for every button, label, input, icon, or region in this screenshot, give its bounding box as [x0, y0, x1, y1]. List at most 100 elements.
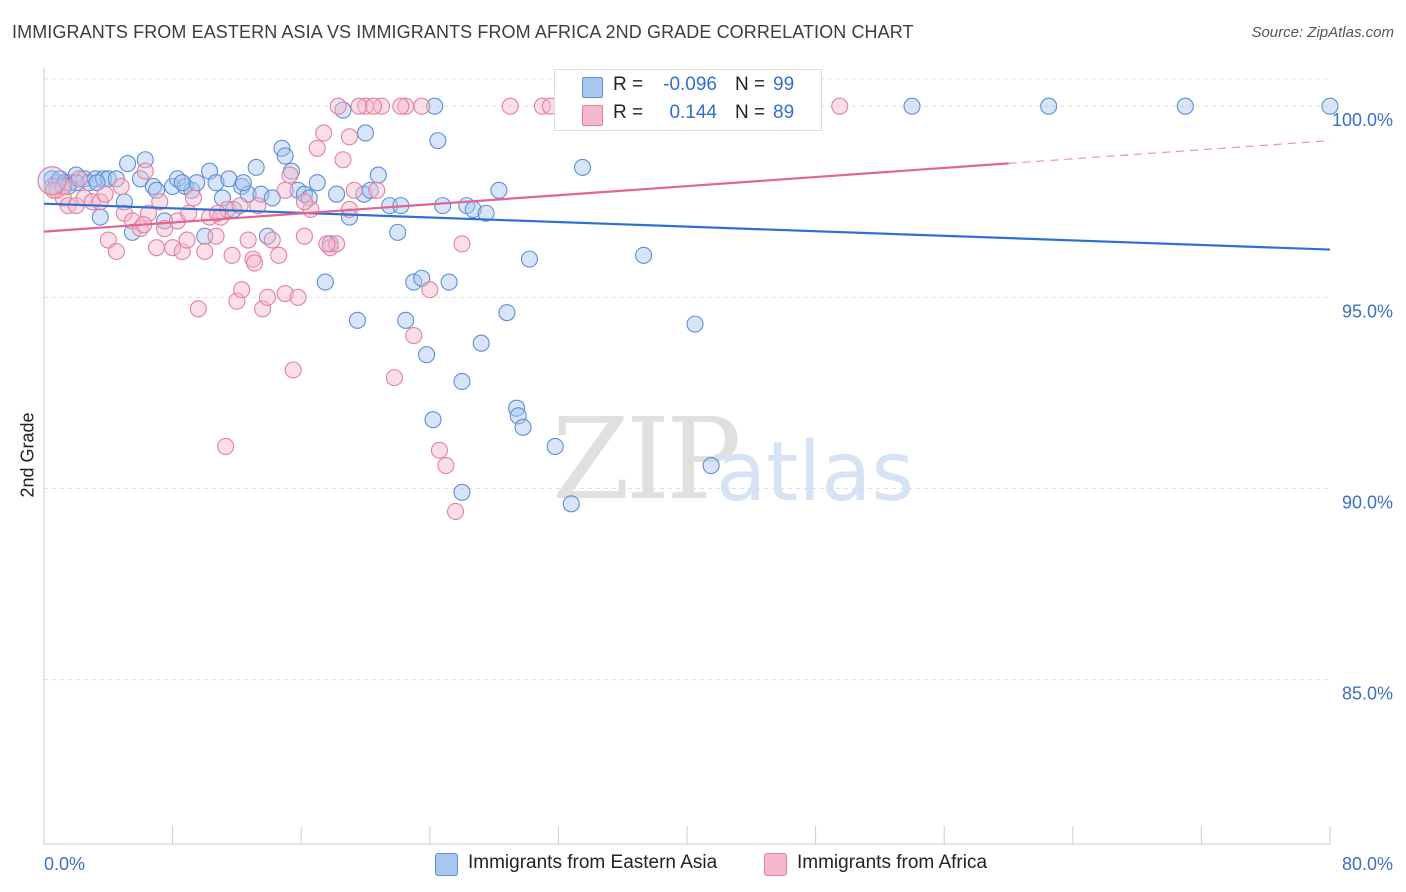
data-point: [207, 174, 225, 192]
y-tick-label: 85.0%: [1342, 684, 1393, 704]
chart-title: IMMIGRANTS FROM EASTERN ASIA VS IMMIGRAN…: [12, 22, 914, 42]
legend-swatch-pink: [764, 853, 787, 876]
data-points: [37, 97, 1339, 520]
data-point: [207, 227, 225, 245]
axes: [43, 68, 1331, 845]
legend-row-africa: R = 0.144 N = 89: [555, 100, 821, 128]
data-point: [184, 189, 203, 207]
data-point: [246, 254, 264, 272]
data-point: [424, 411, 442, 429]
x-tick-label: 0.0%: [44, 854, 85, 874]
data-point: [173, 174, 191, 192]
trend-line: [43, 162, 1009, 233]
y-tick-label: 100.0%: [1332, 110, 1393, 130]
data-point: [418, 346, 436, 364]
data-point: [472, 334, 490, 352]
data-point: [249, 197, 267, 215]
data-point: [270, 246, 288, 264]
data-point: [429, 132, 447, 150]
data-point: [498, 304, 516, 322]
data-point: [356, 124, 375, 142]
legend-r-value: -0.096: [663, 74, 717, 95]
data-point: [369, 166, 387, 184]
data-point: [164, 239, 182, 257]
data-point: [397, 311, 415, 329]
data-point: [263, 189, 281, 207]
y-tick-label: 90.0%: [1342, 492, 1393, 512]
legend-r-label: R =: [613, 74, 644, 95]
data-point: [562, 495, 580, 513]
data-point: [520, 250, 539, 268]
source-label: Source: ZipAtlas.com: [1251, 24, 1394, 41]
stats-legend: R = -0.096 N = 99 R = 0.144 N = 89: [554, 69, 822, 131]
y-axis-title: 2nd Grade: [17, 412, 38, 498]
data-point: [223, 246, 241, 264]
legend-swatch-pink: [582, 105, 603, 126]
data-point: [413, 97, 431, 115]
x-tick-label: 80.0%: [1342, 854, 1393, 874]
data-point: [151, 193, 169, 211]
data-point: [289, 288, 307, 306]
data-point: [156, 220, 174, 238]
legend-label: Immigrants from Africa: [797, 852, 988, 873]
data-point: [188, 174, 206, 192]
data-point: [233, 281, 251, 299]
data-point: [263, 231, 281, 249]
data-point: [446, 502, 465, 520]
data-point: [1040, 97, 1058, 115]
data-point: [831, 97, 849, 115]
data-point: [295, 227, 313, 245]
data-point: [315, 124, 333, 142]
data-point: [702, 457, 720, 475]
legend-n-label: N =: [735, 74, 766, 95]
data-point: [392, 97, 410, 115]
data-point: [308, 139, 326, 157]
data-point: [318, 235, 336, 253]
data-point: [490, 181, 508, 199]
data-point: [295, 193, 313, 211]
data-point: [477, 204, 495, 222]
data-point: [147, 239, 166, 257]
data-point: [686, 315, 704, 333]
data-point: [276, 147, 294, 165]
data-point: [385, 369, 403, 387]
data-point: [426, 97, 444, 115]
legend-r-value: 0.144: [669, 102, 717, 123]
data-point: [178, 231, 196, 249]
y-tick-label: 95.0%: [1342, 301, 1393, 321]
data-point: [453, 483, 471, 501]
data-point: [1176, 97, 1194, 115]
data-point: [276, 284, 294, 303]
data-point: [284, 361, 302, 379]
data-point: [91, 208, 109, 226]
data-point: [119, 155, 137, 173]
data-point: [405, 327, 423, 345]
data-point: [364, 97, 383, 115]
watermark-zip: ZIP: [552, 395, 741, 525]
legend-label: Immigrants from Eastern Asia: [468, 852, 718, 873]
data-point: [405, 273, 423, 291]
data-point: [437, 457, 455, 475]
data-point: [635, 246, 653, 264]
data-point: [107, 242, 125, 261]
data-point: [348, 311, 367, 329]
data-point: [501, 97, 519, 115]
data-point: [368, 181, 386, 199]
tick-labels: 100.0% 95.0% 90.0% 85.0% 0.0% 80.0%: [44, 110, 1393, 874]
data-point: [281, 166, 299, 184]
data-point: [389, 223, 407, 241]
data-point: [328, 185, 346, 203]
legend-n-value: 89: [773, 102, 795, 123]
data-point: [258, 288, 276, 306]
data-point: [189, 300, 207, 318]
data-point: [1321, 97, 1339, 115]
data-point: [239, 231, 257, 249]
trend-line: [43, 202, 1331, 251]
legend-n-label: N =: [735, 102, 766, 123]
data-point: [316, 273, 334, 291]
data-point: [573, 158, 592, 176]
data-point: [421, 281, 439, 299]
trend-lines: [43, 140, 1331, 251]
trend-line-extension: [1008, 140, 1331, 164]
data-point: [247, 158, 265, 176]
